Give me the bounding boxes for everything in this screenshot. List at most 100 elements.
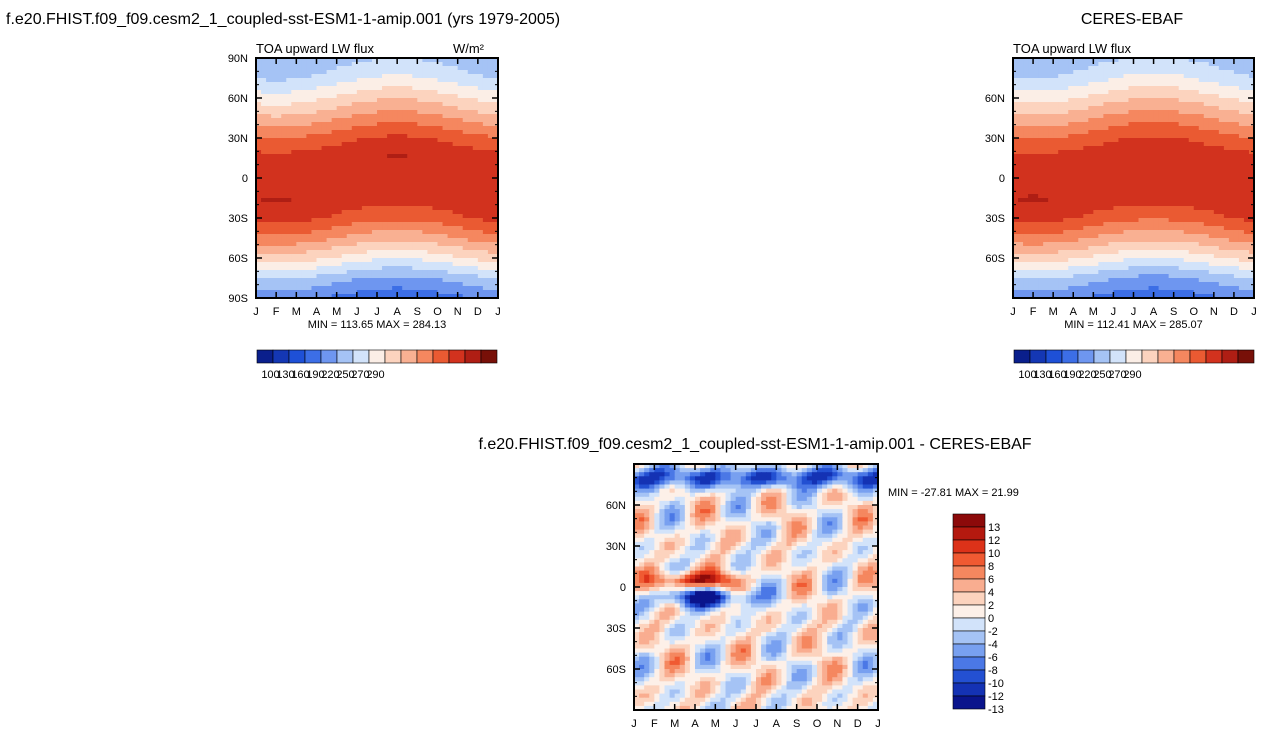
contour-cell [1078, 122, 1084, 127]
contour-cell [1233, 74, 1240, 79]
contour-cell [1213, 174, 1220, 179]
x-tick-label: J [495, 306, 501, 318]
contour-cell [1113, 186, 1120, 191]
contour-cell [1173, 130, 1180, 135]
contour-cell [1048, 190, 1054, 195]
contour-cell [1053, 198, 1059, 203]
contour-cell [407, 230, 413, 235]
contour-cell [1123, 66, 1130, 71]
contour-cell [437, 58, 444, 63]
contour-cell [1238, 146, 1245, 151]
contour-cell [301, 202, 308, 207]
contour-cell [432, 282, 439, 287]
contour-cell [1118, 198, 1125, 203]
contour-cell [397, 242, 403, 247]
contour-cell [427, 254, 434, 259]
contour-cell [326, 246, 333, 251]
contour-cell [1163, 166, 1170, 171]
contour-cell [392, 282, 398, 287]
contour-cell [1128, 138, 1135, 143]
contour-cell [472, 114, 479, 119]
contour-cell [1218, 142, 1225, 147]
contour-cell [397, 174, 403, 179]
contour-cell [371, 66, 378, 71]
contour-cell [1238, 138, 1245, 143]
contour-cell [427, 218, 434, 223]
contour-cell [397, 262, 403, 267]
contour-cell [341, 98, 348, 103]
contour-cell [1178, 82, 1185, 87]
contour-cell [397, 82, 403, 87]
contour-cell [1013, 158, 1019, 163]
contour-cell [1103, 142, 1109, 147]
contour-cell [1048, 90, 1054, 95]
contour-cell [311, 186, 318, 191]
contour-cell [1128, 162, 1135, 167]
contour-cell [1083, 174, 1089, 179]
x-tick-label: M [292, 306, 301, 318]
contour-cell [341, 182, 348, 187]
contour-cell [366, 174, 373, 179]
contour-cell [1173, 122, 1180, 127]
contour-cell [1028, 114, 1034, 119]
contour-cell [1173, 166, 1180, 171]
contour-cell [1063, 86, 1069, 91]
contour-cell [1068, 90, 1074, 95]
contour-cell [1083, 110, 1089, 115]
contour-cell [1108, 142, 1115, 147]
contour-cell [397, 282, 403, 287]
contour-cell [311, 78, 318, 83]
contour-cell [316, 82, 323, 87]
contour-cell [1238, 62, 1245, 67]
contour-cell [1183, 74, 1190, 79]
contour-cell [256, 118, 262, 123]
contour-cell [1188, 130, 1195, 135]
contour-cell [301, 182, 308, 187]
contour-cell [417, 198, 423, 203]
contour-cell [1158, 194, 1165, 199]
contour-cell [371, 182, 378, 187]
contour-cell [1123, 150, 1130, 155]
contour-cell [457, 250, 464, 255]
contour-cell [467, 262, 474, 267]
contour-cell [331, 294, 338, 298]
contour-cell [326, 74, 333, 79]
contour-cell [1173, 182, 1180, 187]
contour-cell [1243, 162, 1250, 167]
contour-cell [467, 182, 474, 187]
contour-cell [281, 70, 287, 75]
contour-cell [1043, 122, 1049, 127]
contour-cell [1068, 170, 1074, 175]
contour-cell [366, 250, 373, 255]
contour-cell [351, 70, 358, 75]
contour-cell [331, 254, 338, 259]
contour-cell [356, 138, 363, 143]
contour-cell [1053, 106, 1059, 111]
contour-cell [1183, 122, 1190, 127]
contour-cell [276, 114, 282, 119]
contour-cell [1223, 198, 1230, 203]
contour-cell [1228, 194, 1235, 199]
contour-cell [1033, 162, 1039, 167]
contour-cell [1048, 174, 1054, 179]
contour-cell [377, 258, 383, 263]
contour-cell [1183, 178, 1190, 183]
contour-cell [276, 70, 282, 75]
contour-cell [487, 74, 494, 79]
contour-cell [437, 174, 444, 179]
contour-cell [1128, 158, 1135, 163]
contour-cell [477, 150, 484, 155]
contour-cell [457, 214, 464, 219]
contour-cell [417, 262, 423, 267]
contour-cell [407, 250, 413, 255]
contour-cell [321, 170, 328, 175]
contour-cell [281, 286, 287, 291]
contour-cell [336, 134, 343, 139]
contour-cell [1078, 74, 1084, 79]
contour-cell [301, 158, 308, 163]
contour-cell [271, 78, 277, 83]
contour-cell [1098, 58, 1104, 63]
contour-cell [1233, 58, 1240, 63]
contour-cell [1223, 174, 1230, 179]
contour-cell [482, 122, 489, 127]
